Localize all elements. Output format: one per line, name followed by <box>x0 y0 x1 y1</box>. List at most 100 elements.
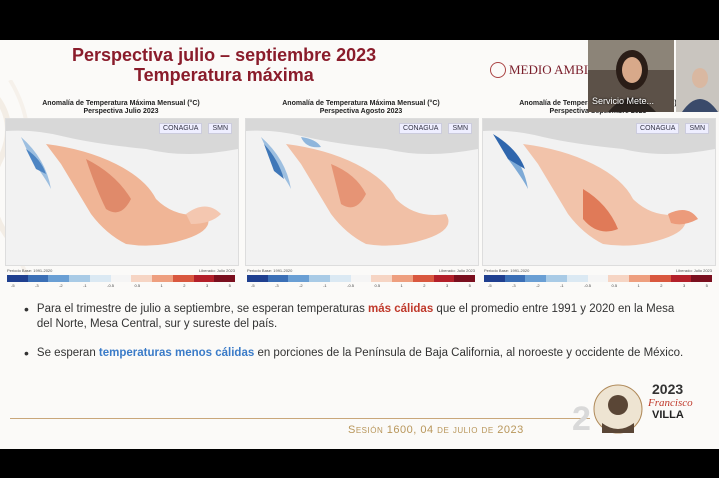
mexico-map <box>6 119 238 265</box>
map-title-line1: Anomalía de Temperatura Máxima Mensual (… <box>282 100 440 107</box>
legend-tick: -2 <box>59 283 63 288</box>
legend-tick: 2 <box>660 283 663 288</box>
legend-swatch <box>587 275 609 282</box>
legend-tick: 3 <box>682 283 686 288</box>
bullet-item: • Para el trimestre de julio a septiembr… <box>24 302 692 332</box>
map-panel-september: Anomalía de Temperatura Máxima Mensual (… <box>482 100 716 289</box>
map-title: Anomalía de Temperatura Máxima Mensual (… <box>5 100 237 118</box>
legend-tick: 2 <box>423 283 426 288</box>
presenter-name: Servicio Mete... <box>592 96 655 106</box>
legend-tick: 0.5 <box>611 283 618 288</box>
svg-text:2: 2 <box>572 400 591 438</box>
map-release-note: Liberado: Julio 2023 <box>198 268 235 273</box>
legend-swatch <box>454 275 476 282</box>
conagua-logo: CONAGUA <box>636 123 680 134</box>
legend-swatch <box>525 275 547 282</box>
legend-swatch <box>371 275 393 282</box>
video-tile-presenter[interactable]: Servicio Mete... <box>588 40 674 112</box>
map-title-line1: Anomalía de Temperatura Máxima Mensual (… <box>42 100 200 107</box>
legend-tick: -0.5 <box>584 283 592 288</box>
color-legend <box>484 275 713 282</box>
legend-swatch <box>267 275 289 282</box>
legend-swatch <box>131 275 153 282</box>
bullet-emphasis-warm: más cálidas <box>368 303 434 315</box>
agency-logos: CONAGUA SMN <box>636 123 709 134</box>
legend-swatch <box>608 275 630 282</box>
legend-tick: -2 <box>536 283 540 288</box>
bullet-text: que el promedio entre 1991 y 2020 en la … <box>36 303 675 330</box>
bullet-list: • Para el trimestre de julio a septiembr… <box>24 302 692 375</box>
government-logo: MEDIO AMBIE <box>490 62 596 78</box>
legend-tick: -0.5 <box>107 283 115 288</box>
smn-logo: SMN <box>208 123 232 134</box>
legend-swatch <box>309 275 330 282</box>
legend-swatch <box>412 275 434 282</box>
smn-logo: SMN <box>448 123 472 134</box>
legend-swatch <box>329 275 351 282</box>
map-panel-august: Anomalía de Temperatura Máxima Mensual (… <box>245 100 479 289</box>
session-footer: Sesión 1600, 04 de julio de 2023 <box>348 424 524 436</box>
color-legend <box>7 275 236 282</box>
legend-tick: 3 <box>205 283 209 288</box>
legend-tick: -0.5 <box>347 283 355 288</box>
legend-swatch <box>110 275 132 282</box>
legend-tick: 0.5 <box>374 283 381 288</box>
legend-ticks: -5 -3 -2 -1 -0.5 0.5 1 2 3 5 <box>251 283 471 288</box>
legend-tick: 0.5 <box>134 283 141 288</box>
map-notes: Periodo Base: 1991-2020 Liberado: Julio … <box>482 266 714 273</box>
legend-tick: 5 <box>228 283 231 288</box>
bullet-text: en porciones de la Península de Baja Cal… <box>254 347 684 359</box>
mexico-map <box>246 119 478 265</box>
legend-swatch <box>350 275 372 282</box>
government-logo-text: MEDIO AMBIE <box>509 62 597 77</box>
conagua-logo: CONAGUA <box>159 123 203 134</box>
color-legend <box>247 275 476 282</box>
legend-swatch <box>152 275 173 282</box>
legend-tick: 1 <box>160 283 163 288</box>
legend-swatch <box>566 275 588 282</box>
bullet-icon: • <box>24 301 29 317</box>
bullet-text: Se esperan <box>36 347 99 359</box>
legend-tick: 3 <box>445 283 449 288</box>
anniversary-name1: Francisco <box>648 397 693 409</box>
agency-logos: CONAGUA SMN <box>399 123 472 134</box>
map-panel-july: Anomalía de Temperatura Máxima Mensual (… <box>5 100 239 289</box>
participant-video-icon <box>676 40 719 112</box>
legend-tick: -3 <box>512 283 516 288</box>
legend-swatch <box>288 275 310 282</box>
bullet-item: • Se esperan temperaturas menos cálidas … <box>24 346 692 361</box>
legend-swatch <box>69 275 90 282</box>
legend-swatch <box>214 275 236 282</box>
legend-tick: 5 <box>468 283 471 288</box>
seal-icon <box>490 62 506 78</box>
anniversary-logo: 2 2023 Francisco VILLA <box>570 375 710 445</box>
legend-swatch <box>27 275 49 282</box>
slide-title-line1: Perspectiva julio – septiembre 2023 <box>72 45 377 65</box>
legend-tick: 5 <box>705 283 708 288</box>
bullet-text: Para el trimestre de julio a septiembre,… <box>36 303 369 315</box>
slide-title-line2: Temperatura máxima <box>134 65 314 85</box>
mexico-map <box>483 119 715 265</box>
legend-swatch <box>247 275 268 282</box>
legend-swatch <box>546 275 567 282</box>
anniversary-year: 2023 <box>652 381 684 397</box>
bullet-emphasis-cool: temperaturas menos cálidas <box>98 347 255 359</box>
legend-tick: -3 <box>35 283 39 288</box>
legend-swatch <box>629 275 650 282</box>
anomaly-map: CONAGUA SMN <box>245 118 479 266</box>
legend-tick: -1 <box>560 283 564 288</box>
legend-tick: -3 <box>275 283 279 288</box>
legend-tick: -1 <box>83 283 87 288</box>
map-title: Anomalía de Temperatura Máxima Mensual (… <box>245 100 477 118</box>
legend-tick: -5 <box>11 283 15 288</box>
legend-swatch <box>392 275 413 282</box>
slide-title: Perspectiva julio – septiembre 2023 Temp… <box>72 45 376 85</box>
legend-tick: -1 <box>323 283 327 288</box>
video-tile-participant[interactable] <box>676 40 719 112</box>
map-base-period: Periodo Base: 1991-2020 <box>7 268 53 273</box>
anniversary-name2: VILLA <box>652 409 684 421</box>
legend-ticks: -5 -3 -2 -1 -0.5 0.5 1 2 3 5 <box>11 283 231 288</box>
legend-swatch <box>484 275 505 282</box>
map-notes: Periodo Base: 1991-2020 Liberado: Julio … <box>245 266 477 273</box>
map-base-period: Periodo Base: 1991-2020 <box>247 268 293 273</box>
